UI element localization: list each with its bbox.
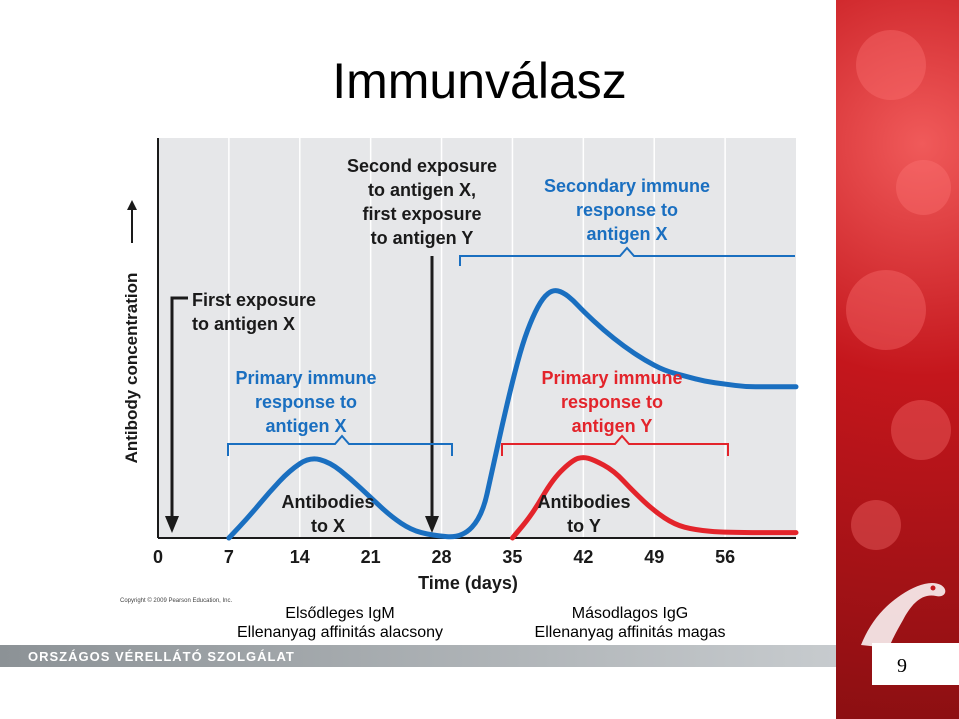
series-line-antibodies-to-y	[509, 455, 799, 541]
blood-cell-shape	[846, 270, 926, 350]
caption-primary: Elsődleges IgM Ellenanyag affinitás alac…	[200, 604, 480, 642]
y-axis-label: Antibody concentration	[122, 273, 141, 464]
annotation-primary-response-x: Primary immune response to antigen X	[235, 368, 376, 436]
pelican-logo-icon	[861, 583, 946, 648]
x-tick-label: 28	[432, 547, 452, 567]
bracket-primary-x	[227, 434, 453, 456]
blood-cell-shape	[896, 160, 951, 215]
chart-annotations: First exposure to antigen X Second exposur…	[192, 156, 710, 536]
x-tick-label: 0	[153, 547, 163, 567]
bracket-secondary-x	[459, 246, 795, 266]
annotation-secondary-response-x: Secondary immune response to antigen X	[544, 176, 710, 244]
caption-secondary: Másodlagos IgG Ellenanyag affinitás maga…	[500, 604, 760, 642]
caption-primary-line-1: Elsődleges IgM	[285, 605, 395, 622]
caption-secondary-line-1: Másodlagos IgG	[571, 605, 689, 622]
copyright-text: Copyright © 2009 Pearson Education, Inc.	[120, 598, 233, 604]
annotation-primary-response-y: Primary immune response to antigen Y	[541, 368, 682, 436]
y-axis-arrow	[127, 200, 137, 243]
page-number: 9	[897, 655, 907, 677]
x-axis-label: Time (days)	[418, 573, 518, 593]
plot-background	[158, 138, 796, 538]
exposure-arrow-first	[165, 296, 188, 533]
blood-cell-shape	[851, 500, 901, 550]
exposure-arrow-second	[425, 256, 439, 533]
page-number-box	[872, 643, 959, 685]
organization-name: ORSZÁGOS VÉRELLÁTÓ SZOLGÁLAT	[28, 649, 295, 664]
x-tick-label: 56	[715, 547, 735, 567]
caption-primary-line-2: Ellenanyag affinitás alacsony	[236, 624, 444, 641]
annotation-antibodies-to-y: Antibodies to Y	[538, 492, 631, 536]
x-tick-label: 42	[573, 547, 593, 567]
annotation-antibodies-to-x: Antibodies to X	[282, 492, 375, 536]
decorative-side-panel	[836, 0, 959, 719]
series-line-antibodies-to-x	[226, 288, 799, 541]
x-tick-label: 7	[224, 547, 234, 567]
annotation-second-exposure: Second exposure to antigen X, first exposu…	[347, 156, 497, 248]
annotation-first-exposure: First exposure to antigen X	[192, 290, 316, 334]
x-tick-label: 14	[290, 547, 310, 567]
antibody-response-chart: Antibody concentration 0 7 14 21 28 35 42 49 56 …	[122, 138, 799, 593]
blood-cell-shape	[891, 400, 951, 460]
x-tick-labels: 0 7 14 21 28 35 42 49 56	[153, 547, 735, 567]
bracket-primary-y	[501, 434, 729, 456]
gridlines	[228, 138, 726, 538]
blood-cell-shape	[856, 30, 926, 100]
x-tick-label: 35	[502, 547, 522, 567]
footer-bar	[0, 645, 836, 667]
page-title: Immunválasz	[332, 53, 627, 109]
x-tick-label: 21	[361, 547, 381, 567]
caption-secondary-line-2: Ellenanyag affinitás magas	[534, 624, 726, 641]
x-tick-label: 49	[644, 547, 664, 567]
